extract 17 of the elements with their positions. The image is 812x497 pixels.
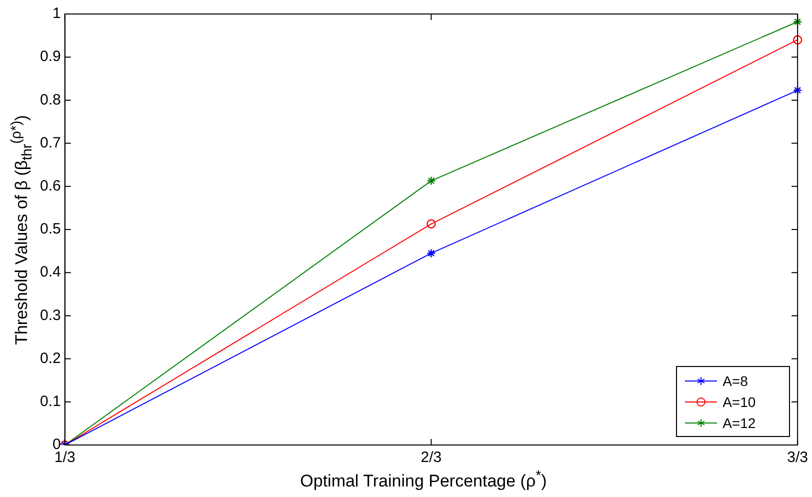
- y-tick-label: 0.8: [40, 91, 61, 108]
- x-axis-title: Optimal Training Percentage (ρ$^{*}$): [299, 468, 548, 492]
- y-tick-label: 0.1: [40, 393, 61, 410]
- y-tick-label: 0.7: [40, 134, 61, 152]
- legend-label: A=10: [722, 394, 756, 410]
- y-tick-label: 0.3: [40, 306, 61, 324]
- y-tick-label: 0.4: [40, 264, 61, 281]
- legend-label: A=12: [722, 414, 756, 430]
- x-tick-label: 3/3: [787, 449, 808, 466]
- y-tick-label: 0.5: [40, 220, 61, 238]
- y-tick-label: 0.2: [40, 350, 61, 367]
- legend-label: A=8: [722, 372, 748, 388]
- x-tick-label: 1/3: [54, 449, 76, 466]
- y-tick-label: 0.9: [40, 48, 61, 66]
- x-tick-label: 2/3: [420, 449, 442, 466]
- y-tick-label: 1: [52, 5, 61, 22]
- y-tick-label: 0.6: [40, 178, 61, 195]
